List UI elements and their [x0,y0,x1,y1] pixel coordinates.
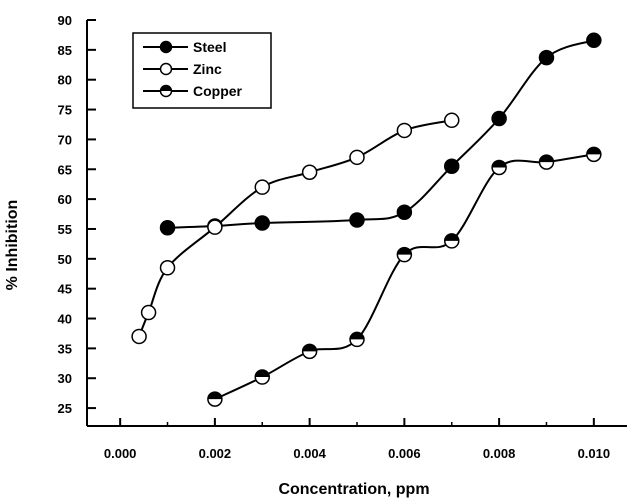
data-point-copper [254,369,271,385]
legend-marker-steel [159,40,173,54]
legend: Steel Zinc Copper [132,32,272,109]
y-axis: 25 30 35 40 45 50 55 60 65 70 75 80 85 90 [58,13,96,416]
legend-marker-copper [159,84,173,98]
y-tick-label: 50 [58,252,72,267]
data-point-copper [586,146,602,163]
data-point-steel [254,215,271,231]
data-point-zinc-shape [207,219,223,235]
y-tick-label: 30 [58,371,72,386]
data-point-copper-fill [350,332,364,340]
data-point-copper [538,154,555,170]
data-point-zinc-shape [254,179,271,195]
y-tick-label: 45 [58,282,72,297]
data-point-copper [491,159,507,176]
y-tick-label: 25 [58,401,72,416]
x-tick-label: 0.008 [483,446,516,461]
y-tick-label: 75 [58,103,72,118]
data-point-steel [396,204,413,221]
data-point-steel-shape [538,49,555,66]
legend-box [132,32,272,109]
data-point-copper-fill [302,344,317,352]
data-point-zinc [207,219,223,235]
y-tick-label: 65 [58,162,72,177]
x-tick-label: 0.006 [388,446,421,461]
data-point-zinc [301,164,318,180]
data-point-copper-fill [539,155,554,163]
data-point-copper [301,343,318,360]
legend-label-copper: Copper [193,83,243,99]
legend-marker-zinc-shape [159,62,173,76]
data-point-steel [443,158,460,175]
x-tick-label: 0.004 [293,446,326,461]
data-point-zinc-shape [131,328,147,345]
data-point-zinc-shape [396,122,413,139]
x-axis-title: Concentration, ppm [278,481,429,498]
y-tick-label: 85 [58,43,72,58]
legend-label-zinc: Zinc [193,61,222,77]
series-line-copper [214,153,595,401]
data-point-steel [538,49,555,66]
data-point-steel-shape [491,110,507,127]
data-point-zinc [349,149,365,166]
data-point-zinc [159,260,176,276]
data-point-zinc [140,304,157,321]
x-tick-label: 0.000 [104,446,137,461]
y-axis-title: % Inhibition [4,200,21,291]
data-point-steel [159,220,176,236]
legend-marker-zinc [159,62,173,76]
x-axis: 0.000 0.002 0.004 0.006 0.008 0.010 [104,418,610,461]
data-point-zinc-shape [301,164,318,180]
data-point-steel-shape [586,32,602,49]
data-point-steel [349,212,365,228]
data-point-steel-shape [396,204,413,221]
data-point-zinc [131,328,147,345]
x-tick-label: 0.002 [199,446,232,461]
data-point-copper-fill [207,392,222,400]
data-point-steel [491,110,507,127]
series-layer [131,32,602,407]
series-line-zinc [138,119,452,337]
data-point-zinc [396,122,413,139]
data-point-copper-fill [586,147,601,155]
data-point-copper [207,391,223,407]
data-point-zinc-shape [140,304,157,321]
legend-label-steel: Steel [193,39,226,55]
legend-marker-copper-fill [160,85,172,91]
data-point-copper-fill [397,247,412,255]
data-point-zinc-shape [443,112,460,129]
y-tick-label: 40 [58,312,72,327]
y-tick-label: 60 [58,192,72,207]
y-tick-label: 80 [58,73,72,88]
data-point-zinc-shape [349,149,365,166]
y-tick-label: 55 [58,222,72,237]
data-point-copper [349,331,365,348]
legend-marker-steel-shape [159,40,173,54]
data-point-copper [443,233,460,249]
data-point-steel-shape [443,158,460,175]
data-point-steel-shape [254,215,271,231]
data-point-zinc [443,112,460,129]
x-tick-label: 0.010 [578,446,611,461]
y-tick-label: 70 [58,132,72,147]
data-point-steel-shape [349,212,365,228]
data-point-copper [396,246,413,263]
data-point-copper-fill [492,160,507,168]
data-point-zinc-shape [159,260,176,276]
data-point-zinc [254,179,271,195]
y-tick-label: 35 [58,341,72,356]
y-tick-label: 90 [58,13,72,28]
data-point-steel-shape [159,220,176,236]
data-point-copper-fill [255,370,270,378]
data-point-copper-fill [444,233,459,241]
data-point-steel [586,32,602,49]
